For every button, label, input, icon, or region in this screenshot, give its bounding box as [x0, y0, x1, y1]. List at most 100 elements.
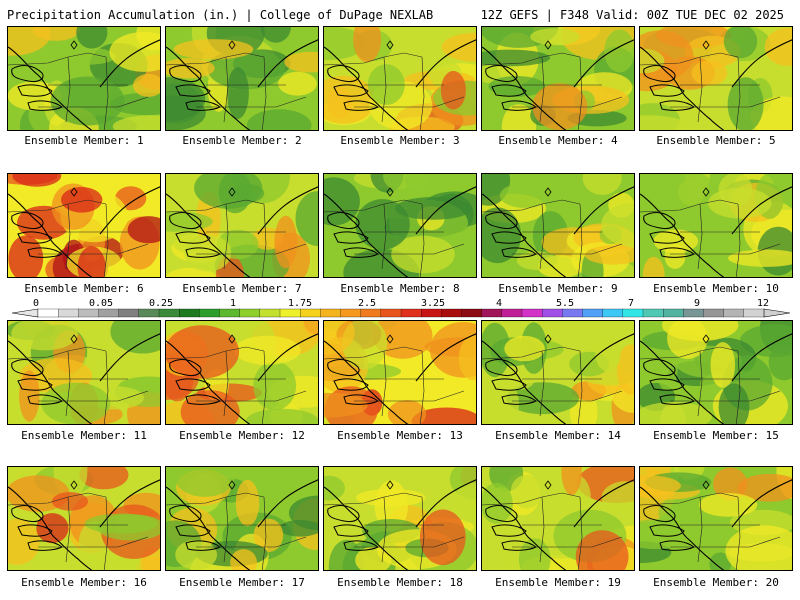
lake-outline — [643, 212, 676, 229]
precip-contour — [723, 27, 758, 59]
lake-outline — [485, 359, 518, 376]
lake-outline — [17, 231, 53, 244]
precip-contour — [41, 382, 111, 424]
coastline — [324, 46, 409, 130]
lake-outline — [333, 84, 369, 97]
precip-contour — [260, 27, 291, 43]
state-border — [223, 56, 229, 123]
lake-outline — [169, 65, 202, 82]
diamond-marker-icon — [228, 187, 236, 197]
diamond-marker-icon — [386, 480, 394, 490]
precip-contour — [501, 104, 537, 130]
ensemble-map-panel — [7, 466, 161, 571]
precip-contour — [503, 369, 535, 390]
state-border — [223, 496, 229, 563]
state-border — [103, 350, 109, 424]
precip-contour — [699, 493, 758, 517]
precip-contour — [642, 256, 665, 277]
coastline — [640, 193, 725, 277]
colorbar-swatch — [98, 308, 120, 318]
colorbar-swatch — [723, 308, 745, 318]
lake-outline — [333, 378, 369, 391]
colorbar-swatch — [239, 308, 261, 318]
state-border — [261, 203, 267, 277]
lake-outline — [491, 84, 527, 97]
lake-outline — [485, 505, 518, 522]
precip-contour — [500, 536, 523, 570]
colorbar-swatch — [642, 308, 664, 318]
precip-contour — [452, 482, 476, 524]
colorbar-swatch — [602, 308, 624, 318]
ensemble-member-label: Ensemble Member: 3 — [340, 134, 460, 147]
ensemble-map-panel — [639, 173, 793, 278]
coastline — [8, 46, 93, 130]
precip-contour — [709, 552, 731, 570]
state-border — [65, 496, 71, 563]
colorbar-max-arrow — [763, 308, 791, 318]
colorbar-tick-label: 4 — [496, 298, 502, 309]
colorbar-swatch — [58, 308, 79, 318]
ensemble-member-label: Ensemble Member: 8 — [340, 282, 460, 295]
ensemble-member-label: Ensemble Member: 6 — [24, 282, 144, 295]
state-border — [103, 496, 109, 570]
precip-contour — [324, 237, 337, 263]
precip-contour — [383, 174, 444, 195]
ensemble-member-label: Ensemble Member: 11 — [21, 429, 147, 442]
precip-contour — [127, 216, 160, 244]
colorbar-swatch — [400, 308, 422, 318]
state-border — [38, 243, 149, 255]
ensemble-member-label: Ensemble Member: 14 — [495, 429, 621, 442]
state-border — [354, 536, 465, 548]
lake-outline — [643, 65, 676, 82]
precip-contour — [355, 199, 410, 250]
lake-outline — [11, 212, 44, 229]
ensemble-map-panel — [323, 173, 477, 278]
lake-outline — [649, 84, 685, 97]
precip-contour — [133, 73, 160, 97]
colorbar: 0 0.05 0.25 1 1.75 2.5 3.25 4 5.5 7 9 12 — [11, 298, 791, 318]
precip-contour — [278, 71, 317, 96]
state-border — [354, 96, 465, 108]
precip-contour — [640, 48, 665, 74]
precip-contour — [653, 229, 699, 253]
precip-contour — [499, 183, 550, 208]
precip-contour — [713, 467, 748, 501]
precip-contour — [725, 525, 792, 570]
state-border — [65, 350, 71, 417]
precip-contour — [575, 530, 629, 570]
ensemble-member-label: Ensemble Member: 18 — [337, 576, 463, 589]
state-border — [697, 203, 703, 270]
coastline — [324, 193, 409, 277]
ensemble-member-label: Ensemble Member: 20 — [653, 576, 779, 589]
coastline — [324, 486, 409, 570]
state-border — [354, 243, 465, 255]
state-border — [577, 496, 583, 570]
lake-outline — [11, 505, 44, 522]
coastline — [482, 193, 567, 277]
lake-outline — [327, 505, 360, 522]
diamond-marker-icon — [544, 40, 552, 50]
state-border — [103, 203, 109, 277]
precip-contour — [76, 27, 108, 49]
diamond-marker-icon — [228, 334, 236, 344]
precip-contour — [518, 538, 551, 570]
ensemble-member-label: Ensemble Member: 9 — [498, 282, 618, 295]
precip-contour — [180, 390, 240, 424]
colorbar-tick-label: 1 — [230, 298, 236, 309]
precip-contour — [295, 191, 318, 246]
state-border — [735, 496, 741, 570]
precip-contour — [510, 474, 543, 509]
precip-contour — [79, 467, 129, 490]
state-border — [223, 203, 229, 270]
lake-outline — [649, 524, 685, 537]
ensemble-map-panel — [639, 320, 793, 425]
ensemble-member-label: Ensemble Member: 10 — [653, 282, 779, 295]
lake-outline — [169, 212, 202, 229]
ensemble-map-panel — [7, 320, 161, 425]
colorbar-swatch — [481, 308, 503, 318]
state-border — [65, 203, 71, 270]
ensemble-map-panel — [481, 26, 635, 131]
precip-contour — [604, 29, 634, 73]
precip-contour — [727, 77, 764, 130]
precip-contour — [561, 467, 582, 496]
